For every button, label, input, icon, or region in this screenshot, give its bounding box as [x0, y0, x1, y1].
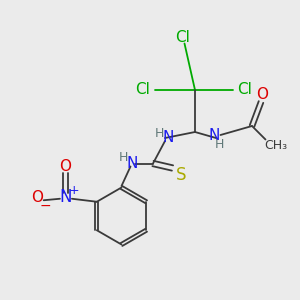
Text: O: O [31, 190, 43, 205]
Text: Cl: Cl [135, 82, 150, 98]
Text: S: S [176, 167, 187, 184]
Text: +: + [68, 184, 79, 197]
Text: Cl: Cl [176, 30, 190, 45]
Text: N: N [162, 130, 174, 146]
Text: H: H [154, 127, 164, 140]
Text: O: O [59, 159, 71, 174]
Text: N: N [59, 188, 72, 206]
Text: N: N [209, 128, 220, 142]
Text: H: H [118, 151, 128, 164]
Text: −: − [39, 199, 51, 213]
Text: CH₃: CH₃ [264, 139, 288, 152]
Text: N: N [126, 156, 138, 171]
Text: O: O [256, 87, 268, 102]
Text: H: H [214, 137, 224, 151]
Text: Cl: Cl [237, 82, 252, 98]
